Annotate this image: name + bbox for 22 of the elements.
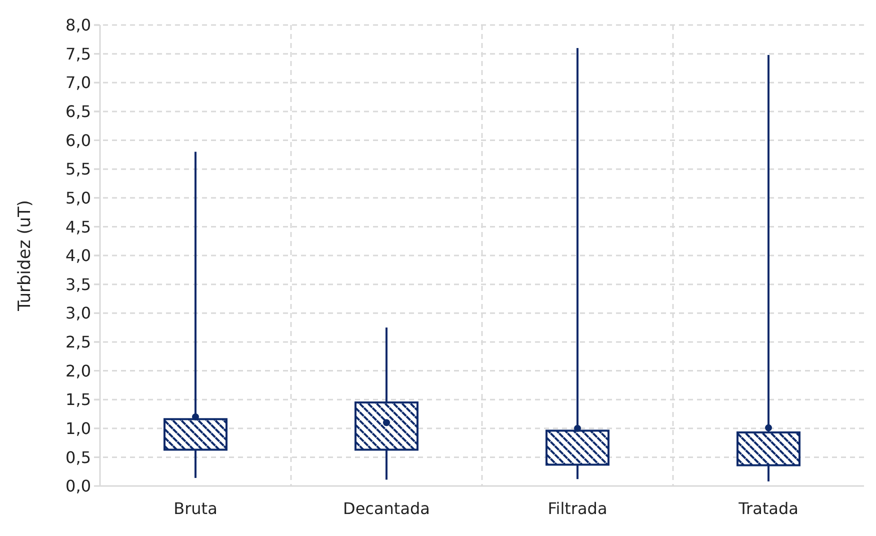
x-tick-label: Bruta [174,499,218,518]
x-tick-label: Decantada [343,499,430,518]
y-tick-label: 0,5 [66,448,91,467]
y-tick-label: 6,0 [66,130,91,150]
y-tick-label: 1,0 [66,418,91,438]
y-tick-label: 5,5 [66,160,91,179]
y-tick-label: 8,0 [66,16,91,35]
y-axis-title: Turbidez (uT) [15,200,35,312]
y-tick-label: 5,0 [66,188,91,208]
y-tick-label: 3,5 [66,274,91,294]
x-tick-label: Tratada [738,499,798,518]
y-tick-label: 1,5 [66,390,91,410]
y-tick-label: 6,5 [66,102,91,122]
y-tick-label: 7,0 [66,73,91,92]
y-tick-label: 2,0 [66,361,91,380]
y-tick-label: 2,5 [66,332,91,352]
y-tick-label: 4,5 [66,217,91,236]
y-tick-label: 7,5 [66,44,91,64]
y-tick-label: 3,0 [66,304,91,323]
y-tick-label: 4,0 [66,246,91,266]
x-tick-label: Filtrada [548,499,608,518]
y-tick-label: 0,0 [66,476,91,496]
